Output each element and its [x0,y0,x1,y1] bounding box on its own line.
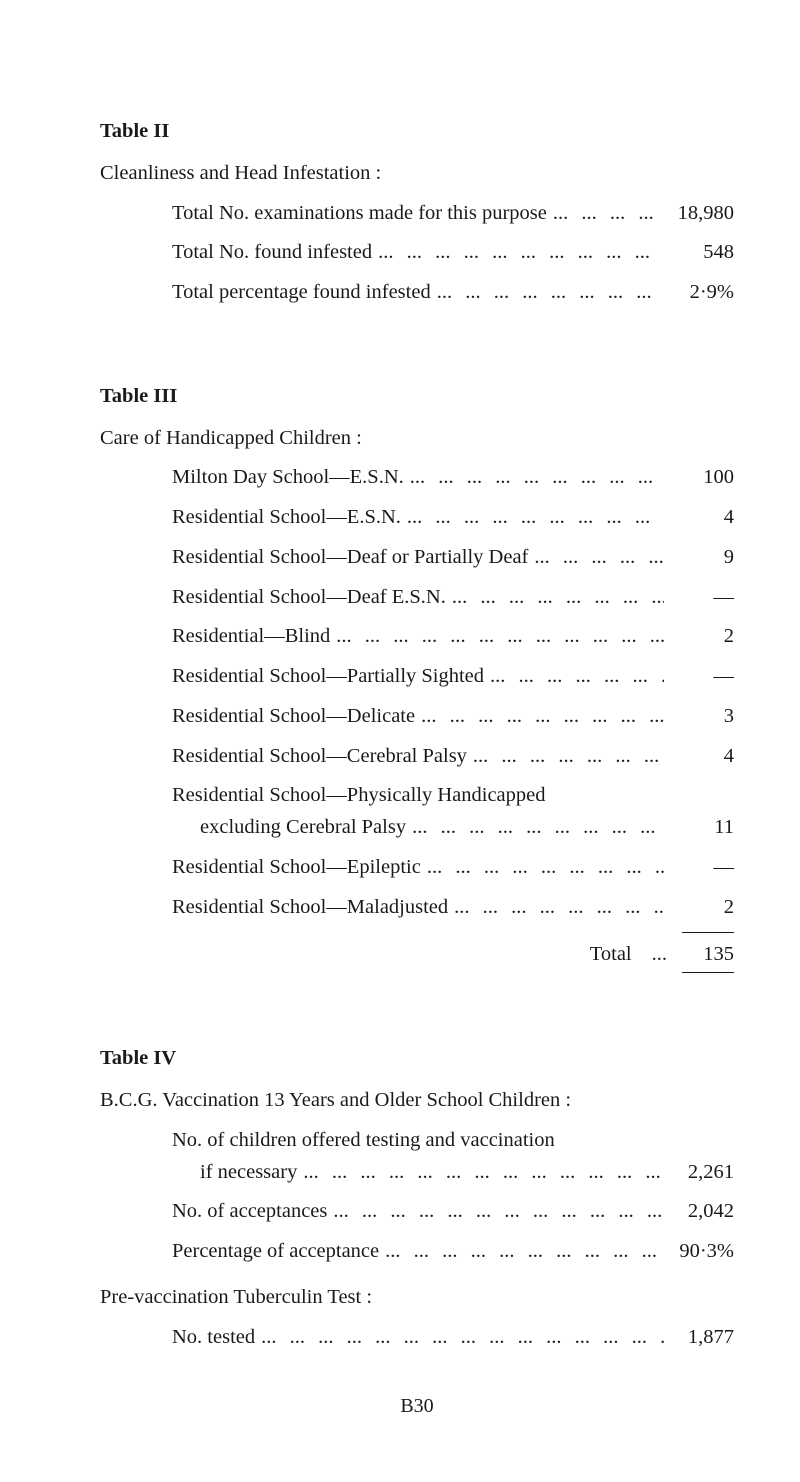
row-value: 548 [664,237,734,269]
total-label: Total [590,939,652,971]
leader-dots [372,237,664,269]
table-row: Milton Day School—E.S.N. 100 [172,462,734,494]
total-rule [682,932,734,933]
row-label: Residential School—Delicate [172,701,415,733]
row-value: 90·3% [664,1236,734,1268]
table-row: No. of acceptances 2,042 [172,1196,734,1228]
table-row: Residential School—Maladjusted 2 [172,892,734,924]
table-2-rows: Total No. examinations made for this pur… [172,198,734,309]
table-row: Residential School—Partially Sighted — [172,661,734,693]
pre-vaccination-rows: No. tested 1,877 [172,1322,734,1354]
row-label: Milton Day School—E.S.N. [172,462,404,494]
leader-dots [484,661,664,693]
table-row: Residential School—Cerebral Palsy 4 [172,741,734,773]
row-label: Residential School—Partially Sighted [172,661,484,693]
row-label: Residential School—Deaf or Partially Dea… [172,542,528,574]
row-label-line2: if necessary [172,1157,297,1189]
leader-dots [446,582,664,614]
leader-dots [431,277,664,309]
row-value: 4 [664,741,734,773]
row-label: No. tested [172,1322,255,1354]
leader-dots [448,892,664,924]
row-value: 1,877 [664,1322,734,1354]
table-row: Residential—Blind 2 [172,621,734,653]
row-value: — [664,852,734,884]
row-value: 9 [664,542,734,574]
row-value: 2 [664,892,734,924]
leader-dots [327,1196,664,1228]
table-row: No. tested 1,877 [172,1322,734,1354]
table-row: Total percentage found infested 2·9% [172,277,734,309]
row-label: Residential School—E.S.N. [172,502,401,534]
row-label: No. of acceptances [172,1196,327,1228]
row-value: 3 [664,701,734,733]
total-rule-bottom [682,972,734,973]
row-value: 2·9% [664,277,734,309]
row-label-line1: No. of children offered testing and vacc… [172,1125,734,1157]
row-label: Residential School—Maladjusted [172,892,448,924]
row-value: 2 [664,621,734,653]
table-row: Residential School—Delicate 3 [172,701,734,733]
table-4-rows: No. of children offered testing and vacc… [172,1125,734,1268]
table-row: Percentage of acceptance 90·3% [172,1236,734,1268]
row-value: 11 [664,812,734,844]
leader-dots [547,198,664,230]
table-row: Total No. examinations made for this pur… [172,198,734,230]
row-label: Total percentage found infested [172,277,431,309]
row-value: 4 [664,502,734,534]
row-label: Residential School—Cerebral Palsy [172,741,467,773]
total-dots: ... [652,939,679,971]
row-value: 2,261 [664,1157,734,1189]
row-label: Residential School—Epileptic [172,852,421,884]
leader-dots [401,502,664,534]
table-4-heading: Table IV [100,1043,734,1075]
row-label-line1: Residential School—Physically Handicappe… [172,780,734,812]
row-label: Total No. examinations made for this pur… [172,198,547,230]
leader-dots [330,621,664,653]
table-row: Residential School—Deaf E.S.N. — [172,582,734,614]
table-3-rows: Milton Day School—E.S.N. 100 Residential… [172,462,734,973]
leader-dots [297,1157,664,1189]
row-label-line2: excluding Cerebral Palsy [172,812,406,844]
table-row: Residential School—E.S.N. 4 [172,502,734,534]
pre-vaccination-label: Pre-vaccination Tuberculin Test : [100,1282,734,1314]
leader-dots [404,462,664,494]
table-row: Residential School—Physically Handicappe… [172,780,734,844]
table-4-intro: B.C.G. Vaccination 13 Years and Older Sc… [100,1085,734,1117]
table-3-intro: Care of Handicapped Children : [100,423,734,455]
row-value: — [664,582,734,614]
table-row: Residential School—Deaf or Partially Dea… [172,542,734,574]
row-label: Residential School—Deaf E.S.N. [172,582,446,614]
total-row: Total ... 135 [172,939,734,971]
table-row: No. of children offered testing and vacc… [172,1125,734,1189]
table-2-heading: Table II [100,116,734,148]
row-value: 100 [664,462,734,494]
table-2-intro: Cleanliness and Head Infestation : [100,158,734,190]
total-value: 135 [679,939,734,971]
leader-dots [255,1322,664,1354]
row-value: 18,980 [664,198,734,230]
row-label: Residential—Blind [172,621,330,653]
leader-dots [406,812,664,844]
table-row: Residential School—Epileptic — [172,852,734,884]
leader-dots [528,542,664,574]
table-3-heading: Table III [100,381,734,413]
leader-dots [421,852,664,884]
leader-dots [467,741,664,773]
page-number: B30 [100,1391,734,1422]
leader-dots [379,1236,664,1268]
row-value: — [664,661,734,693]
leader-dots [415,701,664,733]
row-value: 2,042 [664,1196,734,1228]
row-label: Total No. found infested [172,237,372,269]
row-label: Percentage of acceptance [172,1236,379,1268]
table-row: Total No. found infested 548 [172,237,734,269]
